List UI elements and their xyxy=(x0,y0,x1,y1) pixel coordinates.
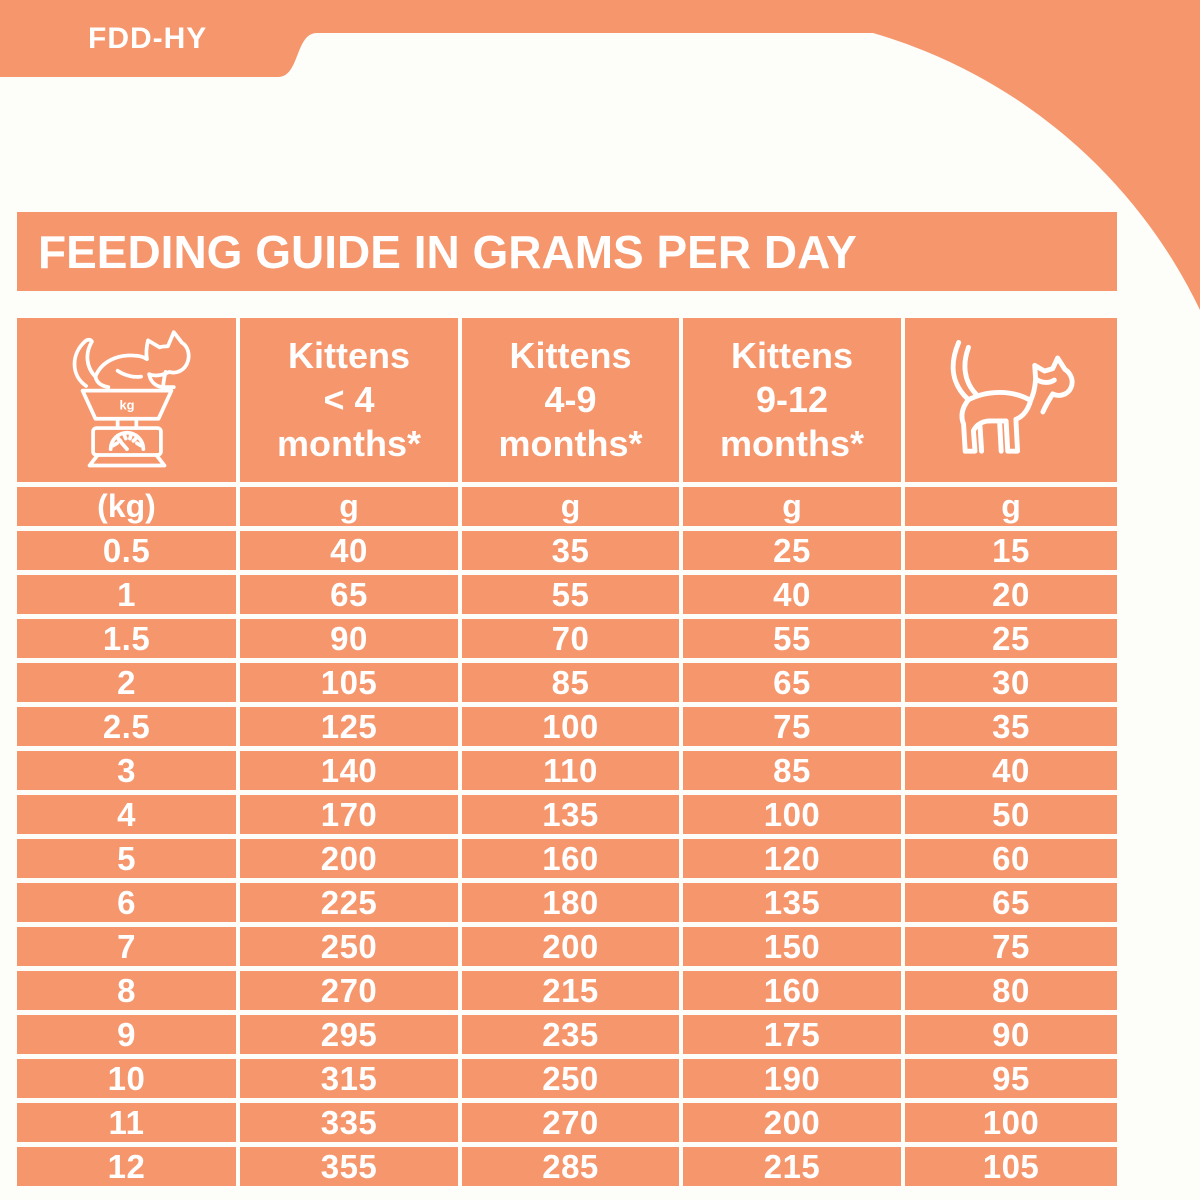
age-group-label: Kittens 9-12 months* xyxy=(720,335,864,464)
grams-cell: 125 xyxy=(240,707,458,746)
grams-cell: 100 xyxy=(462,707,679,746)
grams-cell: 55 xyxy=(683,619,901,658)
grams-cell: 85 xyxy=(683,751,901,790)
title-banner: FEEDING GUIDE IN GRAMS PER DAY xyxy=(17,212,1117,291)
weight-cell: 3 xyxy=(17,751,236,790)
grams-cell: 20 xyxy=(905,575,1117,614)
weight-cell: 4 xyxy=(17,795,236,834)
header-cell-age-group: Kittens < 4 months* xyxy=(240,318,458,482)
grams-cell: 35 xyxy=(905,707,1117,746)
weight-cell: 10 xyxy=(17,1059,236,1098)
grams-cell: 140 xyxy=(240,751,458,790)
top-banner-shape xyxy=(0,0,1200,310)
grams-cell: 110 xyxy=(462,751,679,790)
weight-cell: 9 xyxy=(17,1015,236,1054)
grams-cell: 160 xyxy=(462,839,679,878)
grams-cell: 70 xyxy=(462,619,679,658)
grams-cell: 150 xyxy=(683,927,901,966)
weight-cell: 7 xyxy=(17,927,236,966)
grams-cell: 120 xyxy=(683,839,901,878)
grams-cell: 95 xyxy=(905,1059,1117,1098)
unit-cell: g xyxy=(462,487,679,526)
grams-cell: 40 xyxy=(240,531,458,570)
page-title: FEEDING GUIDE IN GRAMS PER DAY xyxy=(38,225,857,278)
grams-cell: 30 xyxy=(905,663,1117,702)
grams-cell: 65 xyxy=(240,575,458,614)
grams-cell: 200 xyxy=(462,927,679,966)
grams-cell: 50 xyxy=(905,795,1117,834)
grams-cell: 40 xyxy=(683,575,901,614)
grams-cell: 55 xyxy=(462,575,679,614)
weight-cell: 5 xyxy=(17,839,236,878)
grams-cell: 315 xyxy=(240,1059,458,1098)
grams-cell: 65 xyxy=(683,663,901,702)
grams-cell: 355 xyxy=(240,1147,458,1186)
grams-cell: 215 xyxy=(683,1147,901,1186)
grams-cell: 75 xyxy=(905,927,1117,966)
grams-cell: 85 xyxy=(462,663,679,702)
grams-cell: 105 xyxy=(905,1147,1117,1186)
grams-cell: 215 xyxy=(462,971,679,1010)
product-code-label: FDD-HY xyxy=(88,22,208,55)
grams-cell: 200 xyxy=(240,839,458,878)
age-group-label: Kittens 4-9 months* xyxy=(498,335,643,464)
header-cell-age-group: Kittens 4-9 months* xyxy=(462,318,679,482)
top-banner-orange-path xyxy=(0,0,1200,310)
grams-cell: 100 xyxy=(905,1103,1117,1142)
grams-cell: 250 xyxy=(240,927,458,966)
standing-cat-icon xyxy=(950,339,1075,454)
weight-cell: 11 xyxy=(17,1103,236,1142)
grams-cell: 285 xyxy=(462,1147,679,1186)
weight-cell: 0.5 xyxy=(17,531,236,570)
grams-cell: 105 xyxy=(240,663,458,702)
grams-cell: 25 xyxy=(905,619,1117,658)
grams-cell: 60 xyxy=(905,839,1117,878)
header-cell-age-group: Kittens 9-12 months* xyxy=(683,318,901,482)
feeding-guide-table: kg Kittens < 4 months* Kittens 4-9 months*… xyxy=(17,318,1117,1186)
grams-cell: 235 xyxy=(462,1015,679,1054)
grams-cell: 90 xyxy=(905,1015,1117,1054)
scale-kg-label: kg xyxy=(119,397,134,412)
weight-cell: 8 xyxy=(17,971,236,1010)
grams-cell: 40 xyxy=(905,751,1117,790)
weight-cell: 1 xyxy=(17,575,236,614)
weight-cell: 6 xyxy=(17,883,236,922)
grams-cell: 135 xyxy=(683,883,901,922)
grams-cell: 160 xyxy=(683,971,901,1010)
header-cell-cat-on-scale: kg xyxy=(17,318,236,482)
unit-cell: (kg) xyxy=(17,487,236,526)
grams-cell: 15 xyxy=(905,531,1117,570)
grams-cell: 25 xyxy=(683,531,901,570)
grams-cell: 270 xyxy=(462,1103,679,1142)
header-cell-standing-cat xyxy=(905,318,1117,482)
grams-cell: 190 xyxy=(683,1059,901,1098)
unit-cell: g xyxy=(240,487,458,526)
grams-cell: 270 xyxy=(240,971,458,1010)
weight-cell: 1.5 xyxy=(17,619,236,658)
grams-cell: 200 xyxy=(683,1103,901,1142)
grams-cell: 225 xyxy=(240,883,458,922)
grams-cell: 100 xyxy=(683,795,901,834)
grams-cell: 170 xyxy=(240,795,458,834)
unit-cell: g xyxy=(905,487,1117,526)
grams-cell: 75 xyxy=(683,707,901,746)
weight-cell: 2 xyxy=(17,663,236,702)
weight-cell: 2.5 xyxy=(17,707,236,746)
grams-cell: 175 xyxy=(683,1015,901,1054)
unit-cell: g xyxy=(683,487,901,526)
grams-cell: 90 xyxy=(240,619,458,658)
grams-cell: 35 xyxy=(462,531,679,570)
grams-cell: 135 xyxy=(462,795,679,834)
grams-cell: 335 xyxy=(240,1103,458,1142)
cat-on-scale-icon: kg xyxy=(72,330,191,468)
grams-cell: 80 xyxy=(905,971,1117,1010)
age-group-label: Kittens < 4 months* xyxy=(277,335,421,464)
grams-cell: 65 xyxy=(905,883,1117,922)
grams-cell: 180 xyxy=(462,883,679,922)
grams-cell: 250 xyxy=(462,1059,679,1098)
weight-cell: 12 xyxy=(17,1147,236,1186)
grams-cell: 295 xyxy=(240,1015,458,1054)
